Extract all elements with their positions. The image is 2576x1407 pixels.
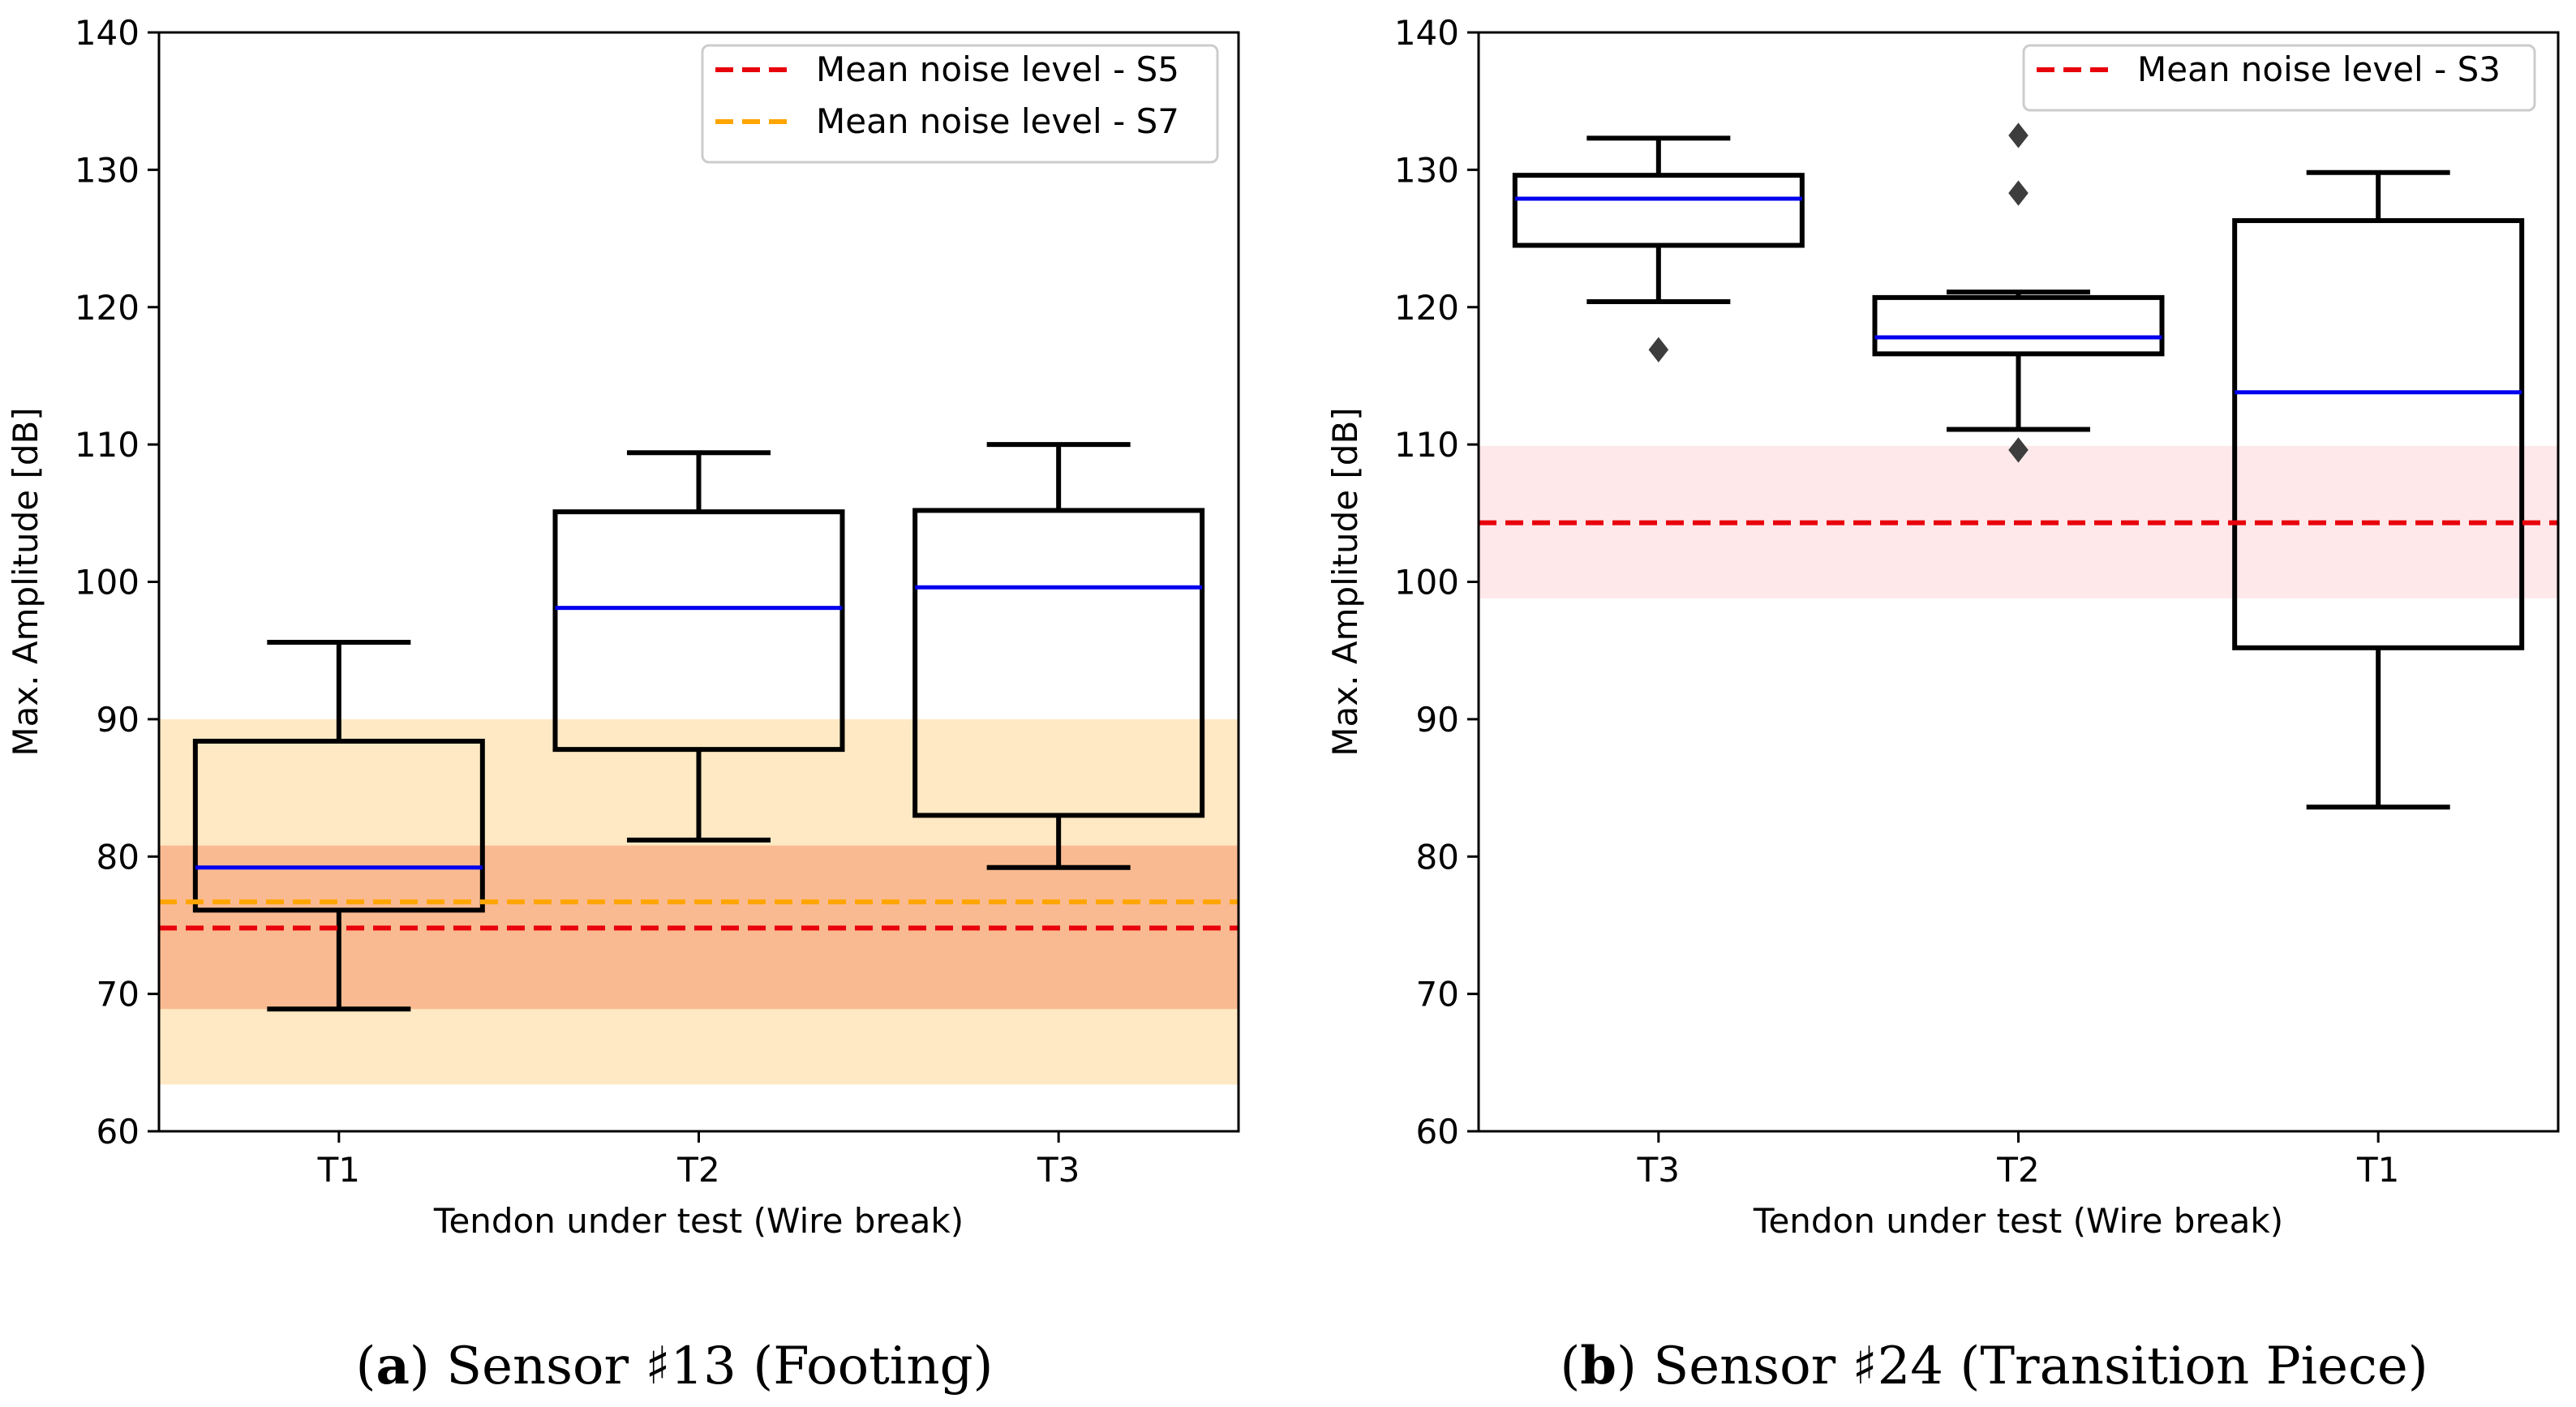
box-T1 (2232, 169, 2525, 810)
y-tick-label: 60 (97, 1112, 140, 1152)
y-tick-label: 140 (1394, 13, 1459, 53)
box-T3 (912, 442, 1205, 870)
legend-frame (701, 44, 1219, 164)
flier-point (2008, 122, 2029, 148)
box-T2 (1872, 122, 2165, 463)
legend-label: Mean noise level - S7 (816, 101, 1179, 141)
y-axis-label: Max. Amplitude [dB] (1325, 407, 1365, 756)
x-tick-label: T1 (317, 1150, 360, 1190)
legend: Mean noise level - S3 (2022, 44, 2536, 112)
y-tick-label: 90 (1416, 700, 1459, 740)
box-body (552, 509, 845, 753)
box-body (192, 738, 485, 913)
caption-paren: ( (1560, 1336, 1580, 1396)
y-tick-label: 120 (1394, 288, 1459, 328)
box-T1 (192, 640, 485, 1012)
flier-point (2008, 437, 2029, 463)
y-tick-label: 60 (1416, 1112, 1459, 1152)
x-axis-label: Tendon under test (Wire break) (1753, 1201, 2283, 1241)
box-T2 (552, 450, 845, 843)
legend-label: Mean noise level - S3 (2137, 49, 2501, 89)
box-body (1512, 173, 1805, 248)
box-body (1872, 294, 2165, 357)
panel-b: 60 70 80 90 100 110 120 130 140 T3 T2 T1 Tendon unde… (1325, 13, 2560, 1396)
figure-caption: (a) Sensor ♯13 (Footing) (355, 1336, 993, 1396)
caption-label: a (376, 1336, 409, 1396)
caption-paren: ( (355, 1336, 376, 1396)
flier-point (2008, 180, 2029, 206)
box-body (912, 508, 1205, 818)
x-tick-label: T1 (2356, 1150, 2399, 1190)
y-tick-label: 120 (75, 288, 140, 328)
x-tick-label: T2 (1996, 1150, 2039, 1190)
caption-paren: ) (410, 1336, 446, 1396)
y-tick-label: 90 (97, 700, 140, 740)
y-tick-label: 70 (97, 975, 140, 1014)
legend-frame (2022, 44, 2536, 112)
legend: Mean noise level - S5 Mean noise level - … (701, 44, 1219, 164)
y-tick-label: 80 (97, 837, 140, 877)
y-tick-label: 110 (1394, 425, 1459, 465)
caption-paren: ) (1616, 1336, 1653, 1396)
caption-label: b (1580, 1336, 1616, 1396)
y-tick-label: 140 (75, 13, 140, 53)
y-tick-label: 130 (75, 150, 140, 190)
y-tick-label: 110 (75, 425, 140, 465)
y-axis-label: Max. Amplitude [dB] (6, 407, 45, 756)
x-tick-label: T3 (1037, 1150, 1080, 1190)
flier-point (1648, 337, 1669, 362)
axes-frame (157, 31, 1240, 1133)
y-tick-label: 100 (75, 563, 140, 603)
caption-text: Sensor ♯24 (Transition Piece) (1653, 1336, 2428, 1396)
box-body (2232, 218, 2525, 650)
x-axis-label: Tendon under test (Wire break) (433, 1201, 964, 1241)
y-tick-label: 100 (1394, 563, 1459, 603)
box-T3 (1512, 135, 1805, 362)
y-tick-label: 130 (1394, 150, 1459, 190)
y-tick-label: 70 (1416, 975, 1459, 1014)
x-tick-label: T2 (676, 1150, 719, 1190)
caption-text: Sensor ♯13 (Footing) (446, 1336, 993, 1396)
figure-caption: (b) Sensor ♯24 (Transition Piece) (1560, 1336, 2428, 1396)
panel-a: 60 70 80 90 100 110 120 130 140 T1 T2 T3 Tendon unde… (6, 13, 1240, 1396)
axes-frame (1477, 31, 2560, 1133)
legend-label: Mean noise level - S5 (816, 49, 1179, 89)
y-tick-label: 80 (1416, 837, 1459, 877)
x-tick-label: T3 (1637, 1150, 1680, 1190)
